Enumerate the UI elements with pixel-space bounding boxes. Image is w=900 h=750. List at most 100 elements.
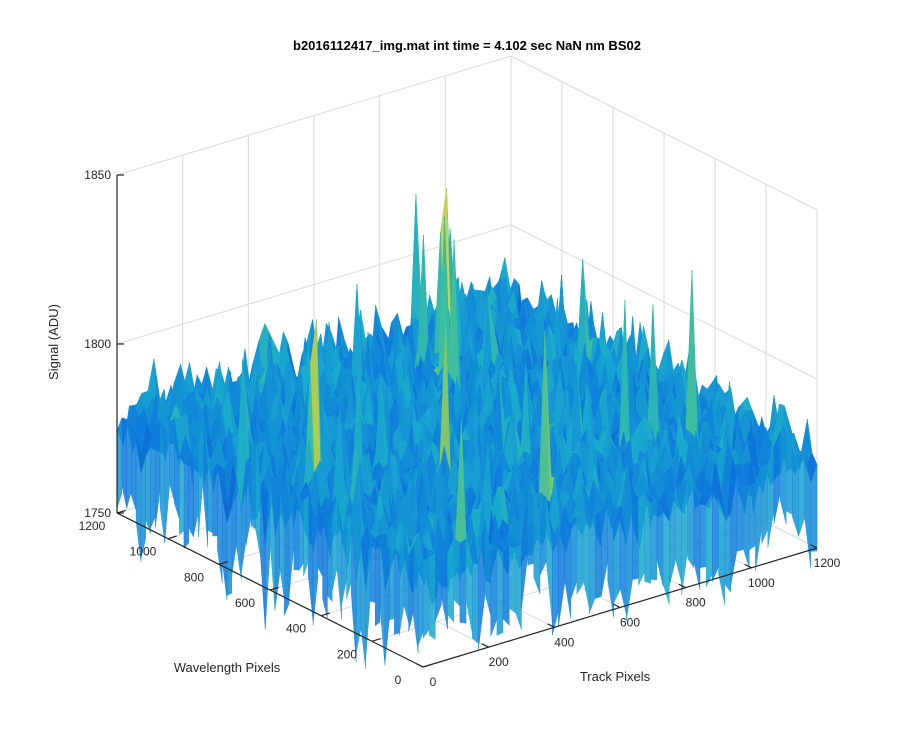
surface-front-skirt-x xyxy=(533,497,541,595)
x-tick-label: 400 xyxy=(554,635,574,649)
surface-front-skirt-x xyxy=(804,453,811,569)
y-tick xyxy=(167,535,177,540)
surface-front-skirt-y xyxy=(274,490,280,611)
surface-front-skirt-x xyxy=(447,537,454,623)
surface-front-skirt-x xyxy=(509,545,516,614)
surface-front-skirt-y xyxy=(126,420,132,509)
surface-front-skirt-x xyxy=(459,538,467,624)
surface-front-skirt-x xyxy=(478,520,485,650)
y-tick xyxy=(320,612,330,617)
surface-front-skirt-y xyxy=(188,461,194,538)
surface-front-skirt-x xyxy=(693,488,701,590)
y-tick xyxy=(371,638,381,642)
surface-front-skirt-x xyxy=(422,556,430,639)
surface-front-skirt-y xyxy=(140,456,146,560)
surface-front-skirt-x xyxy=(749,483,756,551)
z-tick-label: 1850 xyxy=(84,168,111,182)
z-axis-label: Signal (ADU) xyxy=(46,304,61,380)
x-tick-label: 1200 xyxy=(814,556,841,570)
y-tick-label: 0 xyxy=(395,673,402,687)
x-tick xyxy=(744,563,752,569)
surface-front-skirt-x xyxy=(706,493,713,587)
surface-front-skirt-x xyxy=(755,465,762,571)
surface-front-skirt-y xyxy=(375,534,381,627)
surface-front-skirt-x xyxy=(429,553,436,640)
surface-front-skirt-x xyxy=(742,485,750,569)
surface-front-skirt-y xyxy=(408,545,414,632)
surface-front-skirt-y xyxy=(193,451,199,536)
x-axis-label: Track Pixels xyxy=(580,669,651,684)
y-tick-label: 1200 xyxy=(79,519,106,533)
surface-front-skirt-y xyxy=(327,524,333,603)
x-tick xyxy=(416,663,424,668)
surface-front-skirt-x xyxy=(736,473,744,552)
surface-front-skirt-x xyxy=(595,509,602,599)
surface-front-skirt-x xyxy=(761,463,768,544)
chart-title: b2016112417_img.mat int time = 4.102 sec… xyxy=(293,38,641,53)
x-tick-label: 200 xyxy=(489,655,509,669)
y-tick-label: 800 xyxy=(184,570,204,584)
label-layer: b2016112417_img.mat int time = 4.102 sec… xyxy=(46,38,841,689)
surface-front-skirt-y xyxy=(284,515,290,616)
surface-front-skirt-y xyxy=(317,500,323,577)
surface-front-skirt-x xyxy=(632,497,639,580)
surface-front-skirt-x xyxy=(502,545,510,626)
surface-front-skirt-x xyxy=(496,548,504,636)
y-tick-label: 400 xyxy=(286,622,306,636)
y-tick-label: 600 xyxy=(235,596,255,610)
y-tick-label: 1000 xyxy=(130,545,157,559)
surface-front-skirt-y xyxy=(174,418,180,519)
surface-front-skirt-x xyxy=(453,537,461,607)
surface-front-skirt-x xyxy=(472,562,479,644)
x-tick xyxy=(613,603,621,609)
x-tick xyxy=(810,544,818,549)
surface-front-skirt-y xyxy=(389,546,395,621)
y-tick-label: 200 xyxy=(337,647,357,661)
surface-front-skirt-x xyxy=(441,533,448,630)
axis-layer xyxy=(116,174,818,668)
surface-front-skirt-y xyxy=(145,447,151,534)
x-tick xyxy=(678,583,686,589)
surface-front-skirt-y xyxy=(217,463,223,583)
surface-front-skirt-x xyxy=(718,498,725,605)
surface-front-skirt-y xyxy=(198,416,204,538)
surface-front-skirt-y xyxy=(169,418,175,502)
surface-front-skirt-y xyxy=(312,500,318,626)
surface-front-skirt-y xyxy=(384,546,390,666)
y-tick xyxy=(218,561,228,565)
surface-front-skirt-y xyxy=(293,484,299,571)
surface-front-skirt-y xyxy=(351,519,357,663)
surface-front-skirt-y xyxy=(418,560,424,646)
surface-front-skirt-x xyxy=(490,548,498,637)
surface-front-skirt-y xyxy=(202,416,208,548)
surface-front-skirt-x xyxy=(601,495,608,595)
surface-front-skirt-x xyxy=(687,478,695,569)
y-tick xyxy=(422,663,432,668)
surface-front-skirt-y xyxy=(236,477,242,580)
surface-front-skirt-y xyxy=(255,441,261,557)
surface-front-skirt-y xyxy=(159,419,165,544)
surface-front-skirt-y xyxy=(250,441,256,530)
surface-front-skirt-y xyxy=(116,417,122,509)
x-tick-label: 0 xyxy=(430,675,437,689)
surface-front-skirt-x xyxy=(613,519,621,603)
surface-front-skirt-y xyxy=(298,500,304,572)
surface-front-skirt-x xyxy=(576,512,584,595)
surface-front-skirt-y xyxy=(131,426,137,511)
surface-front-skirt-y xyxy=(346,513,352,599)
surface-front-skirt-x xyxy=(435,533,442,622)
surface-front-skirt-x xyxy=(662,511,670,605)
x-tick xyxy=(481,643,489,648)
surface-front-skirt-y xyxy=(150,447,156,528)
x-tick-label: 600 xyxy=(620,616,640,630)
surface-front-skirt-y xyxy=(245,455,252,546)
side-wall-grid-z xyxy=(510,224,818,380)
z-tick-label: 1750 xyxy=(84,506,111,520)
surface-front-skirt-y xyxy=(207,467,213,534)
surface-front-skirt-y xyxy=(303,495,309,576)
surface-front-skirt-y xyxy=(394,546,400,635)
z-tick-label: 1800 xyxy=(84,337,111,351)
side-wall-grid-z xyxy=(510,55,818,211)
back-wall-grid-z xyxy=(116,55,512,176)
